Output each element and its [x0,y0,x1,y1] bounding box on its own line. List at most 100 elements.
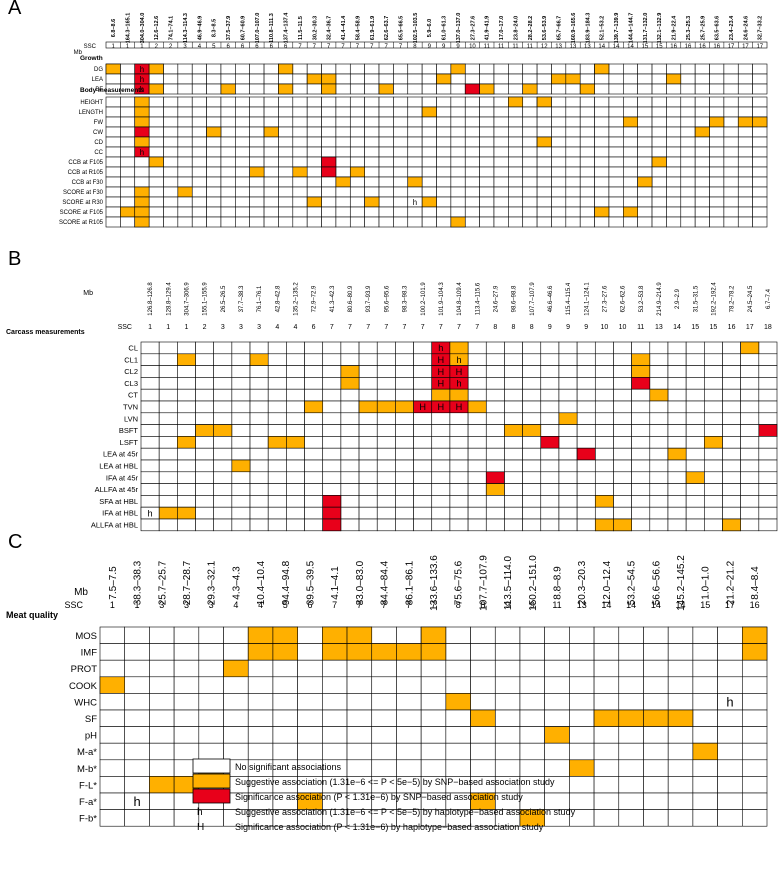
cell [740,377,760,390]
cell [364,126,380,138]
cell [349,63,365,75]
cell [286,471,305,484]
cell [643,742,669,761]
association-cell [223,659,249,678]
cell [378,216,394,228]
cell [249,459,269,473]
ssc-label: SSC [64,600,83,610]
cell [504,436,523,449]
association-cell [286,436,305,449]
cell [378,206,394,218]
cell [177,176,193,188]
cell [493,126,509,138]
cell [504,506,523,520]
cell [467,424,487,437]
mb-range: 126.8–126.8 [148,282,154,316]
cell [421,126,437,138]
cell [667,412,687,425]
cell [263,63,279,75]
cell [594,353,614,366]
cell [593,742,620,761]
cell [565,176,581,188]
cell [467,365,487,378]
cell [493,216,509,228]
cell [304,365,324,378]
cell [722,388,741,402]
trait-label: CL [128,343,138,352]
cell [306,206,322,218]
cell [680,73,696,85]
cell [198,626,224,644]
cell [758,506,778,520]
cell [278,73,294,85]
association-cell [449,341,469,355]
cell [206,116,222,128]
cell [667,693,694,711]
cell [436,136,452,148]
cell [407,186,423,198]
mb-range: 74.1–74.1 [169,16,175,40]
cell [758,447,778,461]
cell [340,400,360,414]
cell [148,166,164,178]
cell [321,196,337,208]
cell [340,353,360,366]
cell [692,693,718,711]
trait-label: F-a* [79,797,97,808]
cell [752,166,768,178]
cell [322,447,342,461]
cell [371,676,397,694]
cell [177,96,193,108]
cell [364,96,380,108]
cell [278,106,294,118]
cell [413,495,433,508]
ssc-value: 7 [384,324,388,331]
cell [247,693,274,711]
cell [173,693,200,711]
cell [306,166,322,178]
mb-range: 53.6–53.9 [542,16,548,40]
cell [278,176,294,188]
ssc-value: 6 [241,44,245,50]
cell [120,176,136,188]
cell [494,626,521,644]
association-cell [752,116,768,128]
cell [704,341,723,355]
cell [358,459,378,473]
cell [286,400,305,414]
cell [206,146,222,158]
cell [709,206,725,218]
cell [105,116,121,128]
cell [235,206,250,218]
cell [413,436,433,449]
cell [522,116,538,128]
association-cell [741,626,768,644]
cell [349,216,365,228]
cell [449,436,469,449]
cell [551,106,567,118]
cell [666,126,682,138]
cell [267,495,287,508]
cell [723,176,739,188]
cell [396,709,422,727]
cell [737,146,753,158]
cell [99,792,126,810]
cell [198,742,224,761]
cell [292,146,308,158]
mb-range: 114.3–114.3 [183,13,189,43]
cell [304,483,324,496]
cell [631,495,651,508]
cell [680,186,696,198]
cell [709,216,725,228]
cell [508,106,524,118]
cell [376,518,396,532]
association-cell [667,447,687,461]
ssc-value: 10 [469,44,476,50]
cell [522,206,538,218]
cell [608,126,624,138]
cell [249,73,265,85]
cell [124,709,150,727]
cell [235,63,250,75]
cell [637,206,653,218]
cell [685,436,705,449]
